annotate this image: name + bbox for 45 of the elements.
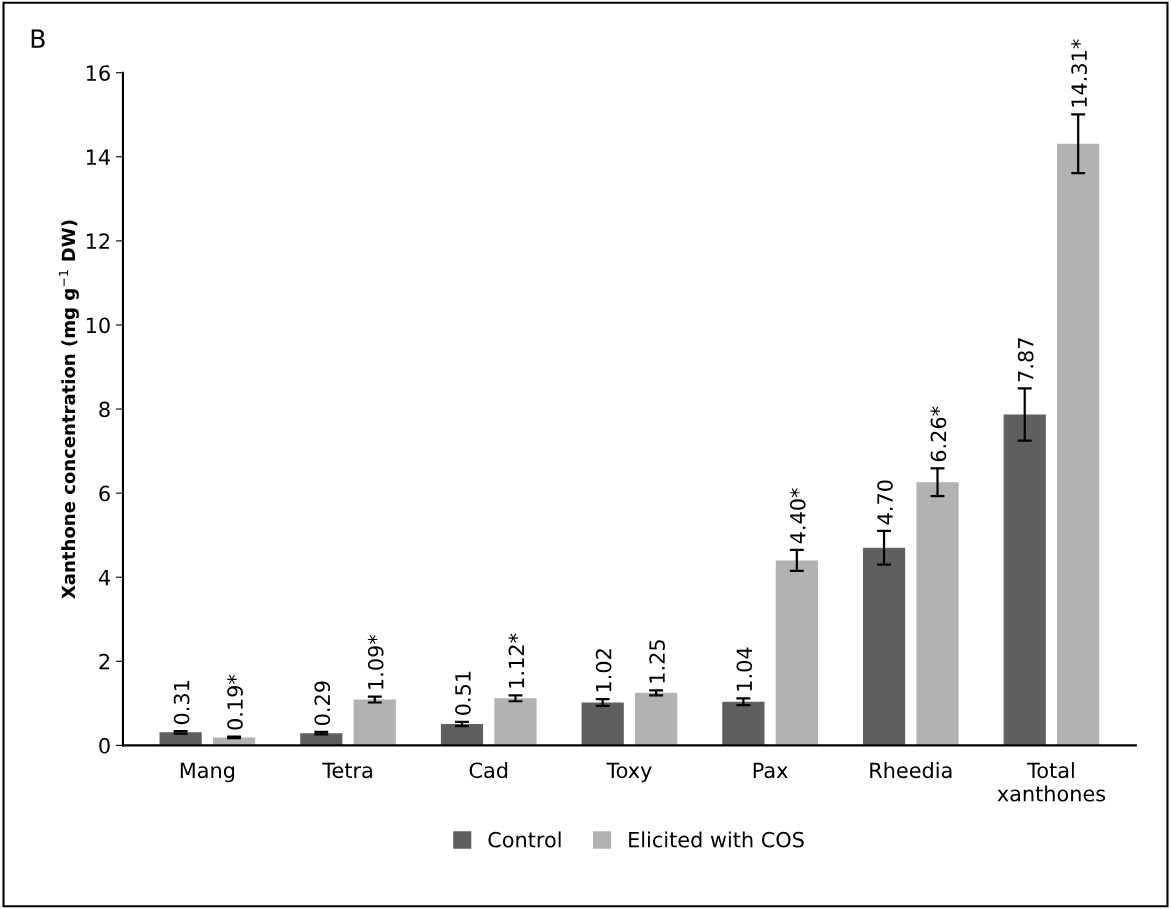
legend-label: Control	[488, 831, 561, 848]
y-tick-label: 6	[99, 485, 110, 502]
data-label: 1.02	[595, 649, 612, 692]
y-tick-label: 12	[86, 233, 110, 249]
x-tick-label: Pax	[753, 762, 788, 779]
bar	[581, 702, 624, 746]
text: B	[31, 29, 45, 48]
y-tick-label: 2	[99, 653, 110, 670]
data-label: 0.51	[455, 671, 471, 715]
bar	[916, 482, 959, 746]
bar	[1057, 143, 1100, 746]
y-tick-label: 10	[86, 317, 110, 334]
y-axis-title: Xanthone concentration (mg g$^{−1}$ DW)	[58, 220, 79, 599]
y-tick-label: 0	[99, 737, 110, 754]
data-label: 4.40*	[789, 488, 806, 544]
bar	[862, 547, 906, 746]
bar	[440, 723, 484, 746]
x-tick-label: Mang	[180, 762, 235, 783]
bar	[494, 698, 537, 746]
data-label: 1.04	[736, 647, 753, 691]
data-label: 1.25	[649, 640, 665, 683]
bar	[775, 560, 818, 746]
bar	[353, 699, 396, 746]
y-tick-label: 16	[86, 65, 110, 81]
data-label: 0.29	[314, 681, 331, 725]
x-tick-label: Toxy	[606, 762, 652, 783]
data-label: 14.31*	[1071, 39, 1088, 107]
y-tick-label: 4	[98, 569, 110, 586]
legend-label: Elicited with COS	[629, 831, 804, 848]
data-label: 0.31	[173, 681, 190, 725]
bar	[722, 701, 765, 746]
x-tick-label: Cad	[469, 762, 508, 779]
y-tick-label: 8	[99, 401, 110, 418]
data-label: 7.87	[1017, 338, 1034, 382]
x-tick-label: Tetra	[322, 762, 372, 779]
data-label: 6.26*	[930, 406, 947, 462]
data-label: 0.19*	[227, 674, 243, 730]
bar	[635, 692, 678, 746]
data-label: 4.70	[877, 480, 893, 525]
x-tick-label: Rheedia	[870, 762, 952, 779]
data-label: 1.12*	[508, 633, 524, 688]
y-tick-label: 14	[86, 149, 110, 165]
data-label: 1.09*	[367, 634, 384, 689]
x-tick-label: Total xanthones	[997, 762, 1106, 802]
bar	[1003, 414, 1046, 746]
